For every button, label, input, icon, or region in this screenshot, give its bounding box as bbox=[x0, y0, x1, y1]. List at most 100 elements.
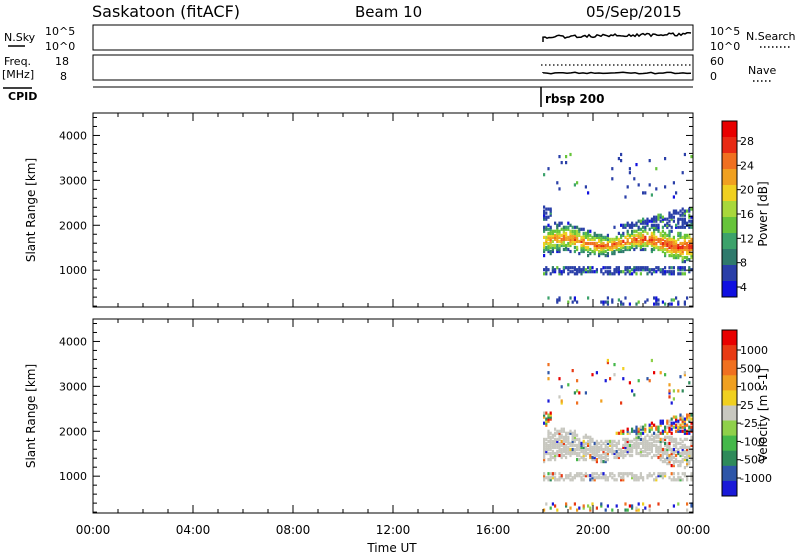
range-gate-cell bbox=[582, 504, 585, 508]
range-gate-cell bbox=[565, 445, 568, 449]
range-gate-cell bbox=[639, 219, 642, 223]
range-gate-cell bbox=[549, 435, 552, 439]
range-gate-cell bbox=[679, 451, 682, 456]
range-gate-cell bbox=[631, 229, 634, 233]
range-gate-cell bbox=[635, 441, 638, 445]
range-gate-cell bbox=[558, 235, 561, 239]
range-gate-cell bbox=[657, 223, 660, 227]
range-gate-cell bbox=[666, 462, 669, 466]
range-gate-cell bbox=[672, 443, 675, 447]
range-gate-cell bbox=[549, 431, 552, 435]
range-gate-cell bbox=[648, 268, 651, 272]
range-gate-cell bbox=[646, 231, 649, 235]
range-gate-cell bbox=[600, 472, 603, 476]
range-gate-cell bbox=[543, 241, 546, 246]
range-gate-cell bbox=[587, 451, 590, 456]
range-gate-cell bbox=[668, 395, 671, 399]
range-gate-cell bbox=[569, 429, 572, 433]
range-gate-cell bbox=[573, 237, 576, 241]
range-gate-cell bbox=[642, 268, 645, 272]
range-gate-cell bbox=[626, 270, 629, 274]
range-gate-cell bbox=[549, 235, 552, 239]
range-gate-cell bbox=[661, 455, 664, 460]
range-gate-cell bbox=[602, 241, 605, 246]
range-gate-cell bbox=[675, 254, 678, 258]
range-gate-cell bbox=[683, 219, 686, 223]
range-gate-cell bbox=[677, 441, 680, 445]
range-gate-cell bbox=[644, 423, 647, 427]
range-gate-cell bbox=[558, 245, 561, 250]
range-gate-cell bbox=[666, 421, 669, 425]
range-gate-cell bbox=[677, 427, 680, 431]
range-gate-cell bbox=[565, 233, 568, 237]
range-gate-cell bbox=[593, 472, 596, 476]
range-gate-cell bbox=[666, 445, 669, 449]
range-gate-cell bbox=[617, 268, 620, 272]
range-gate-cell bbox=[562, 233, 565, 237]
range-gate-cell bbox=[679, 413, 682, 417]
range-gate-cell bbox=[549, 441, 552, 445]
range-gate-cell bbox=[672, 447, 675, 452]
range-gate-cell bbox=[642, 449, 645, 454]
range-gate-cell bbox=[606, 451, 609, 456]
range-gate-cell bbox=[584, 451, 587, 456]
range-gate-cell bbox=[637, 379, 640, 383]
range-gate-cell bbox=[543, 227, 546, 231]
range-gate-cell bbox=[686, 464, 689, 468]
range-gate-cell bbox=[591, 437, 594, 441]
range-gate-cell bbox=[644, 441, 647, 445]
range-gate-cell bbox=[565, 476, 568, 480]
range-gate-cell bbox=[683, 239, 686, 243]
range-gate-cell bbox=[600, 502, 603, 506]
range-gate-cell bbox=[602, 249, 605, 254]
range-gate-cell bbox=[626, 445, 629, 449]
range-gate-cell bbox=[668, 462, 671, 466]
range-gate-cell bbox=[595, 453, 598, 458]
range-gate-cell bbox=[642, 427, 645, 431]
range-gate-cell bbox=[648, 237, 651, 241]
range-gate-cell bbox=[686, 415, 689, 419]
range-gate-cell bbox=[633, 437, 636, 441]
range-gate-cell bbox=[554, 243, 557, 248]
range-gate-cell bbox=[642, 239, 645, 243]
range-gate-cell bbox=[558, 272, 561, 276]
range-gate-cell bbox=[547, 296, 550, 300]
range-gate-cell bbox=[650, 241, 653, 246]
range-gate-cell bbox=[679, 209, 682, 213]
range-gate-cell bbox=[653, 472, 656, 476]
range-gate-cell bbox=[653, 241, 656, 246]
range-gate-cell bbox=[622, 443, 625, 447]
range-gate-cell bbox=[666, 455, 669, 460]
range-gate-cell bbox=[598, 243, 601, 248]
range-gate-cell bbox=[664, 441, 667, 445]
range-gate-cell bbox=[562, 247, 565, 252]
range-gate-cell bbox=[587, 435, 590, 439]
range-gate-cell bbox=[672, 237, 675, 241]
nsky-label: N.Sky bbox=[4, 31, 36, 44]
range-gate-cell bbox=[547, 207, 550, 211]
range-gate-cell bbox=[690, 239, 693, 243]
range-gate-cell bbox=[635, 443, 638, 447]
range-gate-cell bbox=[545, 241, 548, 246]
range-gate-cell bbox=[661, 219, 664, 223]
range-gate-cell bbox=[565, 451, 568, 456]
range-gate-cell bbox=[556, 429, 559, 433]
range-gate-cell bbox=[677, 272, 680, 276]
range-gate-cell bbox=[556, 300, 559, 304]
range-gate-cell bbox=[549, 211, 552, 215]
range-gate-cell bbox=[620, 401, 623, 405]
range-gate-cell bbox=[565, 502, 568, 506]
range-gate-cell bbox=[562, 227, 565, 231]
range-gate-cell bbox=[543, 437, 546, 441]
range-gate-cell bbox=[573, 233, 576, 237]
range-gate-cell bbox=[620, 300, 623, 304]
range-gate-cell bbox=[569, 453, 572, 458]
range-gate-cell bbox=[686, 453, 689, 458]
range-gate-cell bbox=[683, 458, 686, 462]
range-gate-cell bbox=[584, 231, 587, 235]
range-gate-cell bbox=[571, 231, 574, 235]
range-gate-cell bbox=[606, 239, 609, 243]
range-gate-cell bbox=[593, 243, 596, 248]
